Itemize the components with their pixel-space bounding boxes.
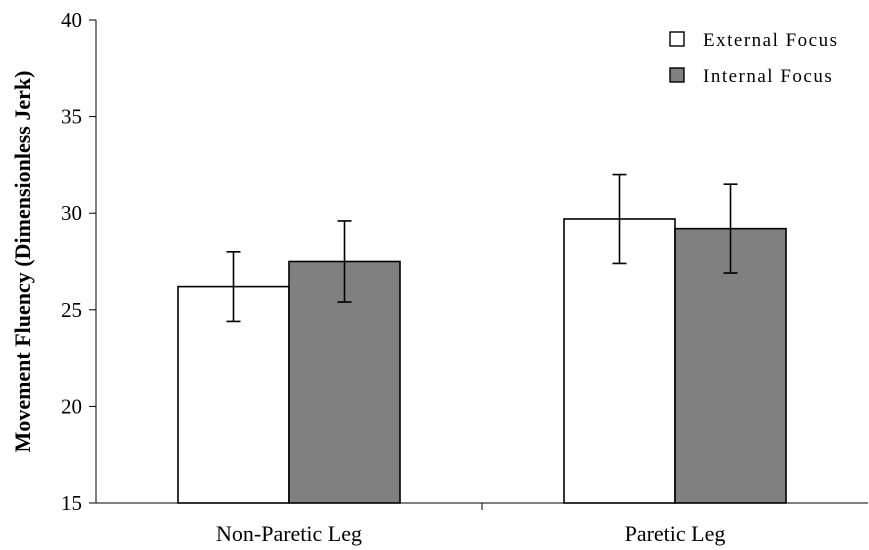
- bar: [674, 227, 787, 504]
- x-tick-label: Paretic Leg: [625, 521, 726, 546]
- error-bar: [612, 173, 627, 265]
- y-tick-label: 40: [61, 8, 82, 32]
- error-bar: [226, 251, 241, 323]
- error-bar: [723, 183, 738, 274]
- legend: External Focus Internal Focus: [669, 30, 839, 87]
- bar: [563, 218, 676, 504]
- y-tick-label: 35: [61, 105, 82, 129]
- axes: 15 20 25 30 35 40 Non-Paretic Leg Paretic Leg: [61, 8, 868, 546]
- x-tick-label: Non-Paretic Leg: [216, 521, 362, 546]
- y-tick-label: 15: [61, 491, 82, 515]
- legend-swatch: [669, 67, 685, 83]
- legend-swatch: [669, 31, 685, 47]
- bars: [177, 218, 787, 504]
- error-bars: [226, 173, 738, 323]
- error-bar: [337, 220, 352, 303]
- legend-label: External Focus: [703, 30, 839, 51]
- legend-label: Internal Focus: [703, 66, 833, 87]
- y-tick-label: 30: [61, 201, 82, 225]
- y-tick-label: 20: [61, 394, 82, 418]
- y-tick-label: 25: [61, 298, 82, 322]
- y-axis-title: Movement Fluency (Dimensionless Jerk): [10, 71, 35, 453]
